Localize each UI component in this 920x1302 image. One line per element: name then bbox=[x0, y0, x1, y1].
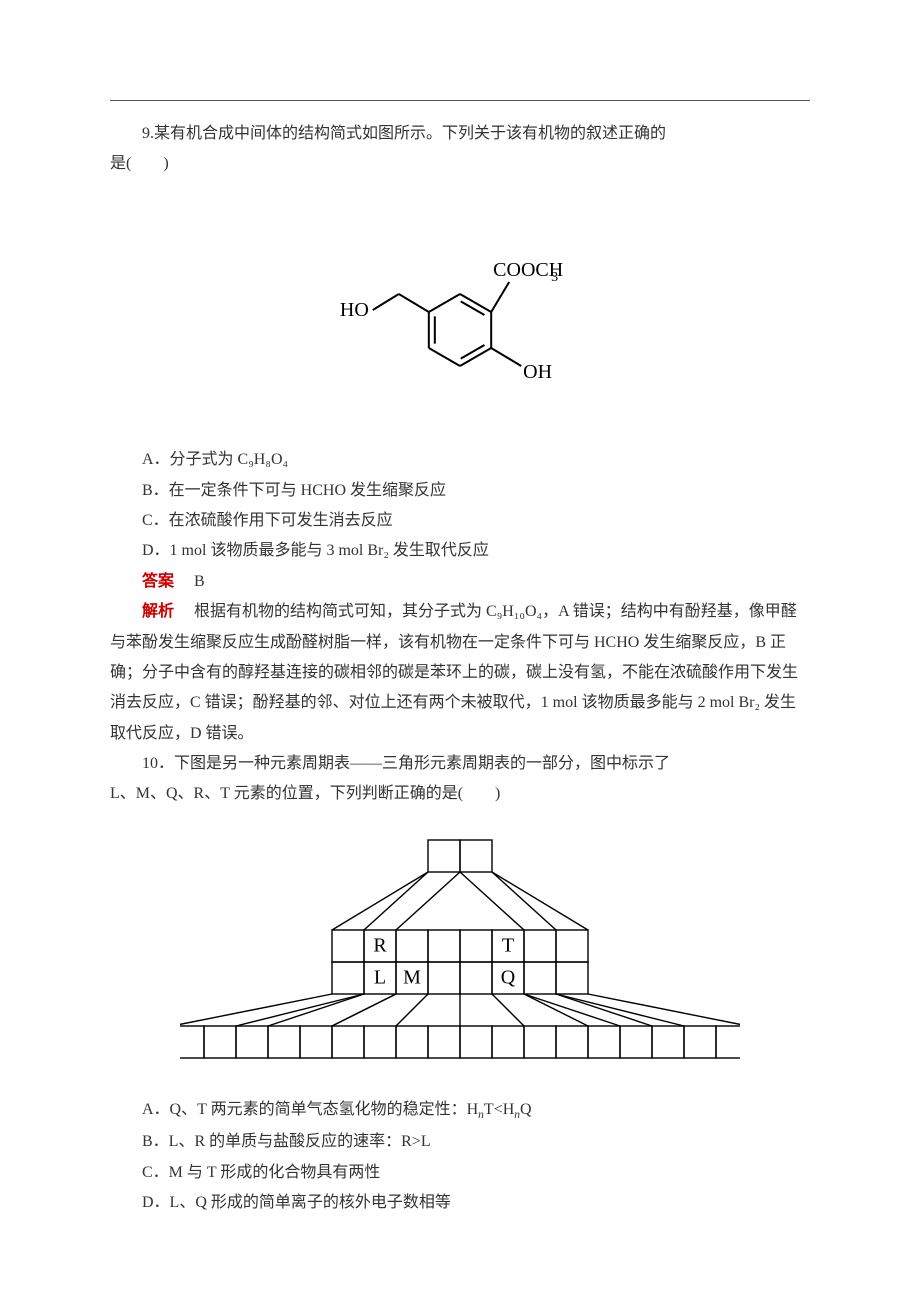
q9-option-a: A．分子式为 C₉H₈O₄ bbox=[110, 445, 810, 475]
q10-a-pre: A．Q、T 两元素的简单气态氢化物的稳定性：H bbox=[142, 1101, 478, 1118]
svg-text:T: T bbox=[502, 934, 514, 956]
q9-figure: COOCH3OHHO bbox=[110, 200, 810, 421]
q10-periodic-svg: R T LM Q bbox=[180, 830, 740, 1060]
q10-option-b: B．L、R 的单质与盐酸反应的速率：R>L bbox=[110, 1127, 810, 1157]
q9-analysis-gap bbox=[178, 603, 194, 620]
q9-option-d: D．1 mol 该物质最多能与 3 mol Br₂ 发生取代反应 bbox=[110, 536, 810, 566]
svg-text:M: M bbox=[403, 966, 421, 988]
svg-text:3: 3 bbox=[551, 270, 558, 285]
q10-option-c: C．M 与 T 形成的化合物具有两性 bbox=[110, 1158, 810, 1188]
q10-stem-line1: 10．下图是另一种元素周期表——三角形元素周期表的一部分，图中标示了 bbox=[110, 749, 810, 779]
q9-stem-line1: 9.某有机合成中间体的结构简式如图所示。下列关于该有机物的叙述正确的 bbox=[110, 119, 810, 149]
q9-analysis: 解析 根据有机物的结构简式可知，其分子式为 C₉H₁₀O₄，A 错误；结构中有酚… bbox=[110, 597, 810, 749]
q9-answer: 答案 B bbox=[110, 567, 810, 597]
q9-answer-label: 答案 bbox=[142, 573, 174, 590]
q9-analysis-text: 根据有机物的结构简式可知，其分子式为 C₉H₁₀O₄，A 错误；结构中有酚羟基，… bbox=[110, 603, 798, 742]
q10-figure: R T LM Q bbox=[110, 830, 810, 1071]
q9-structure-svg: COOCH3OHHO bbox=[330, 200, 590, 410]
q10-a-post: Q bbox=[520, 1101, 532, 1118]
q9-option-c: C．在浓硫酸作用下可发生消去反应 bbox=[110, 506, 810, 536]
q9-analysis-label: 解析 bbox=[142, 603, 174, 620]
svg-text:OH: OH bbox=[523, 361, 552, 383]
q10-a-mid: T<H bbox=[484, 1101, 514, 1118]
svg-text:R: R bbox=[373, 934, 387, 956]
svg-text:Q: Q bbox=[501, 966, 516, 988]
q9-answer-value bbox=[178, 573, 194, 590]
q9-option-b: B．在一定条件下可与 HCHO 发生缩聚反应 bbox=[110, 476, 810, 506]
svg-text:L: L bbox=[374, 966, 386, 988]
top-rule bbox=[110, 100, 810, 101]
svg-text:HO: HO bbox=[340, 299, 369, 321]
q10-option-a: A．Q、T 两元素的简单气态氢化物的稳定性：HnT<HnQ bbox=[110, 1095, 810, 1127]
q10-option-d: D．L、Q 形成的简单离子的核外电子数相等 bbox=[110, 1188, 810, 1218]
q9-answer-value-text: B bbox=[194, 573, 205, 590]
q9-stem-line2: 是( ) bbox=[110, 149, 810, 179]
q10-stem-line2: L、M、Q、R、T 元素的位置，下列判断正确的是( ) bbox=[110, 779, 810, 809]
